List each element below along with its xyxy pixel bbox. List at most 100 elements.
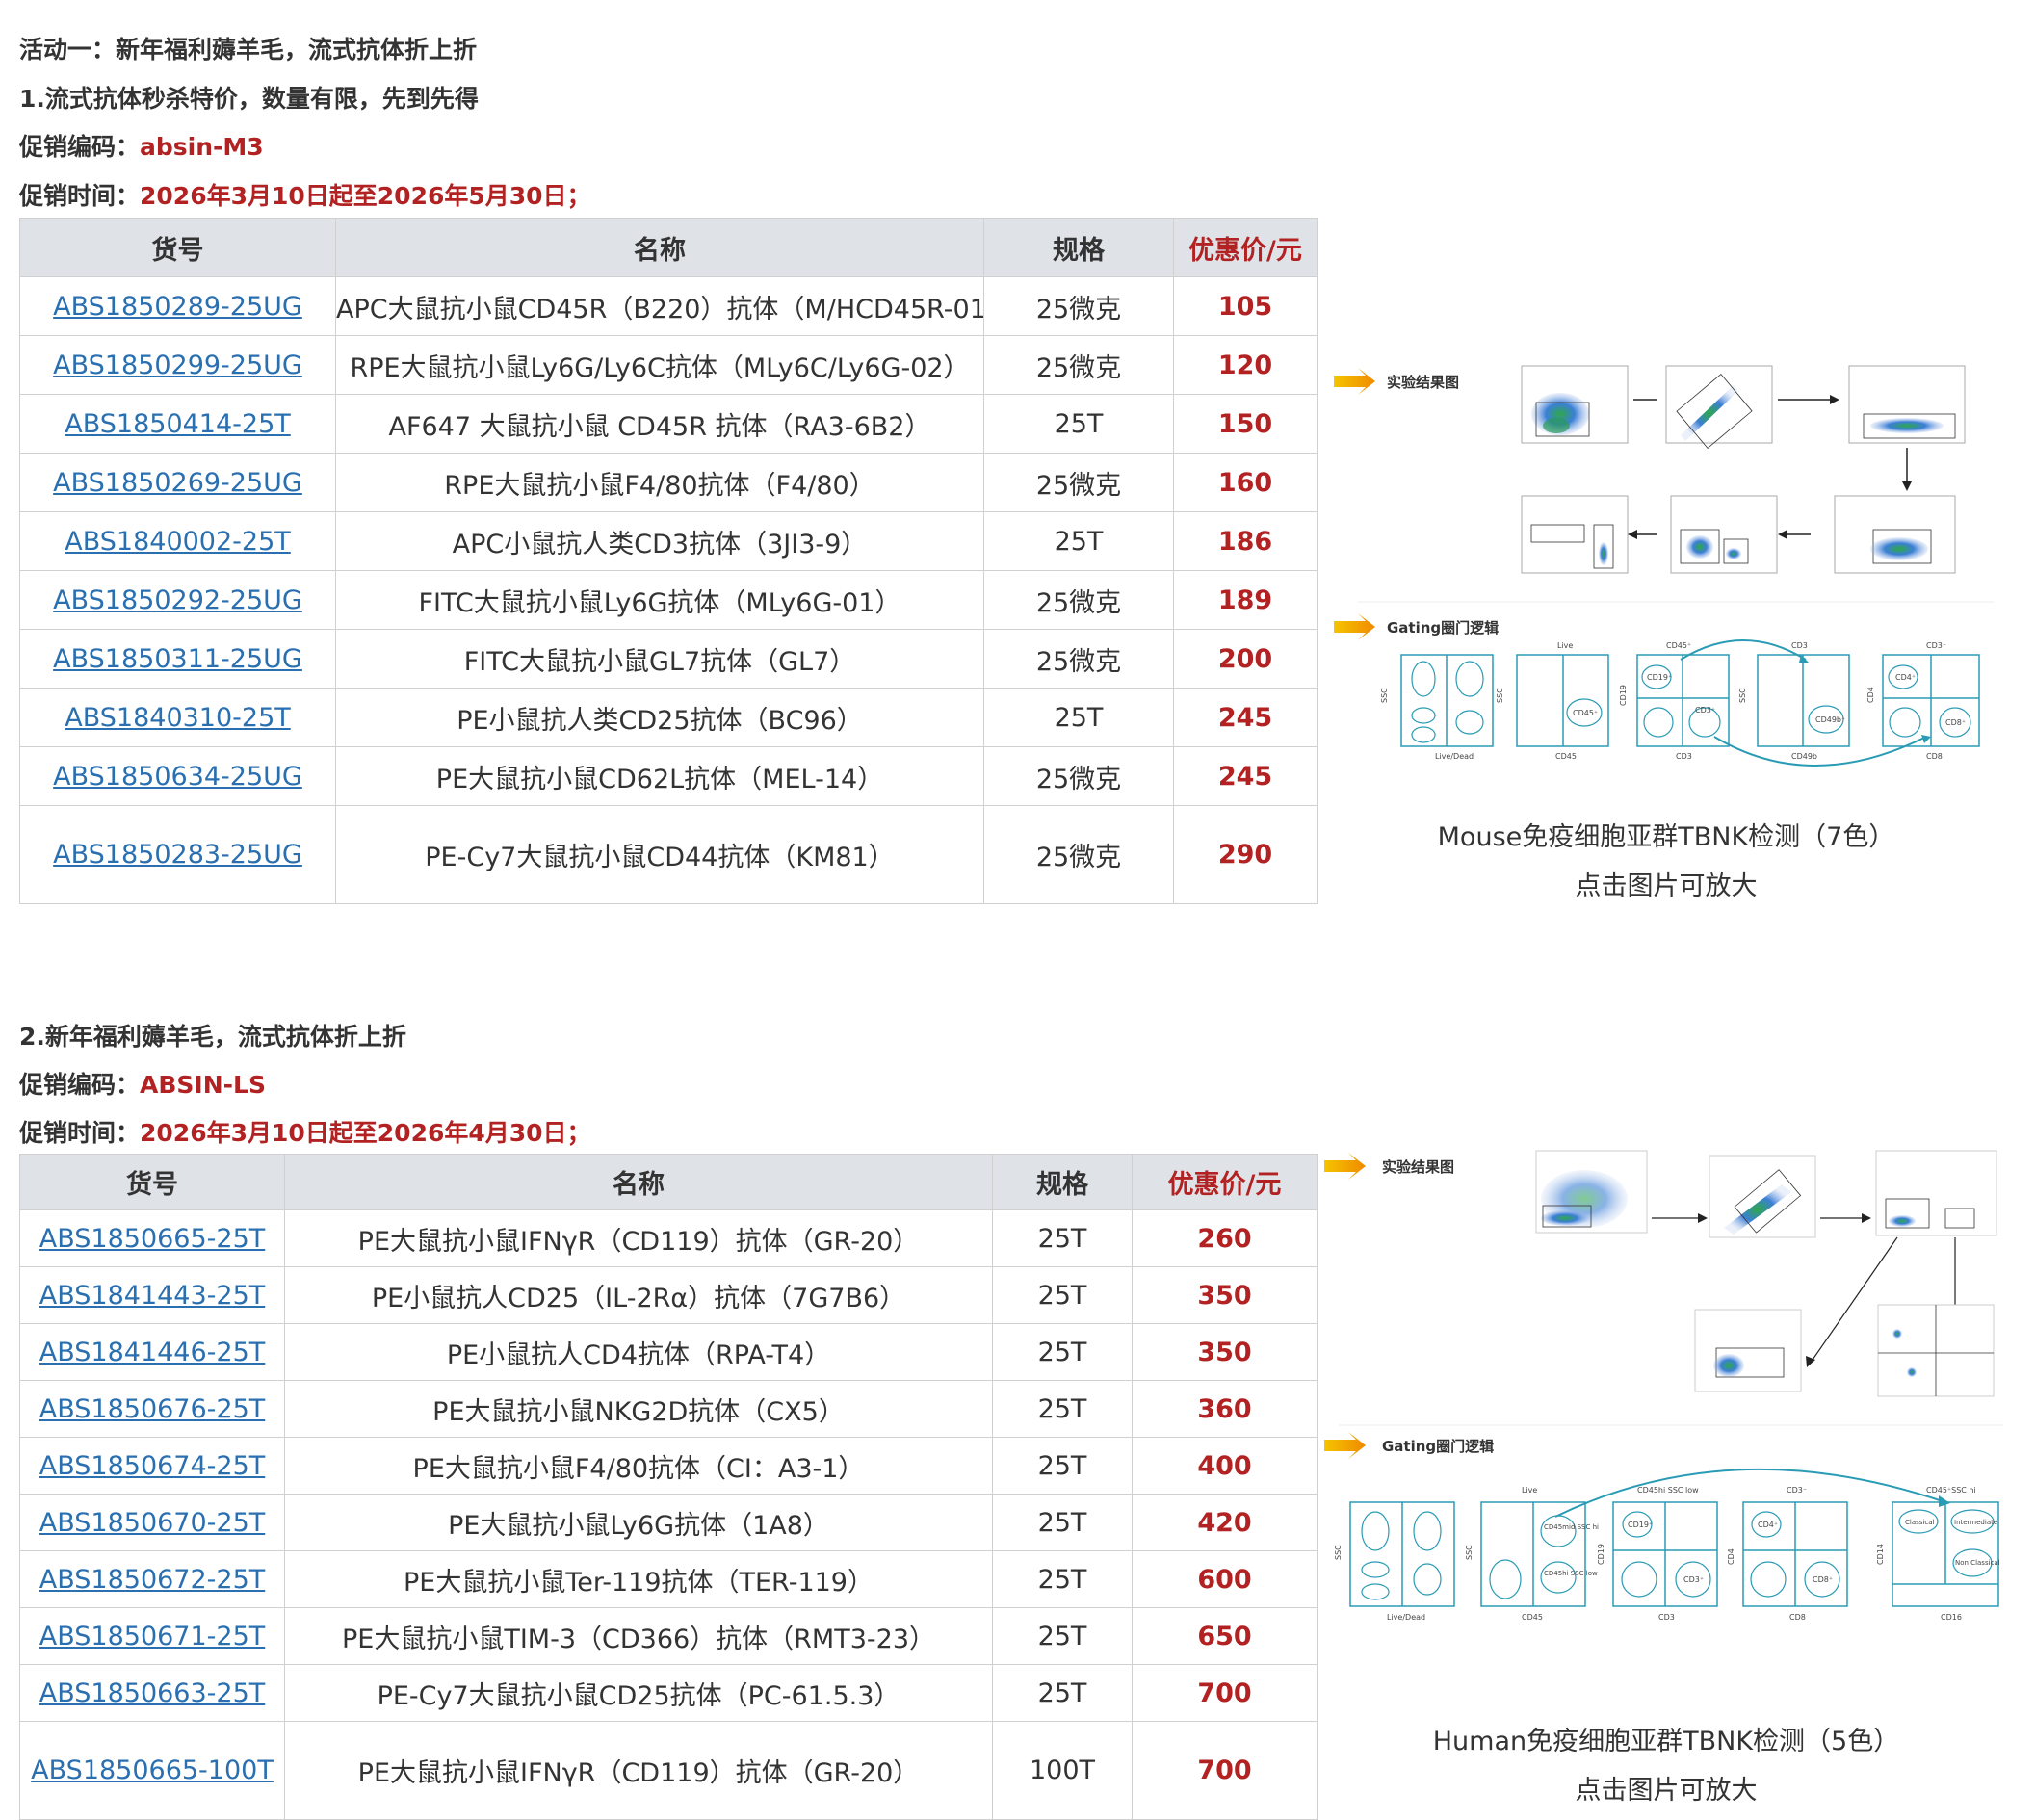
plot-5 bbox=[1670, 495, 1778, 574]
sku-cell[interactable]: ABS1850269-25UG bbox=[19, 453, 336, 512]
name-cell: PE大鼠抗小鼠Ter-119抗体（TER-119） bbox=[284, 1550, 993, 1608]
name-cell: RPE大鼠抗小鼠Ly6G/Ly6C抗体（MLy6C/Ly6G-02） bbox=[335, 335, 984, 395]
svg-text:CD19: CD19 bbox=[1619, 685, 1628, 706]
product-link[interactable]: ABS1850676-25T bbox=[39, 1393, 266, 1424]
sku-cell[interactable]: ABS1840310-25T bbox=[19, 688, 336, 747]
svg-text:CD45⁺SSC hi: CD45⁺SSC hi bbox=[1926, 1486, 1976, 1495]
promo-code-label: 促销编码： bbox=[19, 133, 141, 161]
header-price: 优惠价/元 bbox=[1132, 1154, 1318, 1210]
table-row: ABS1850671-25T PE大鼠抗小鼠TIM-3（CD366）抗体（RMT3… bbox=[19, 1607, 1318, 1665]
product-link[interactable]: ABS1850674-25T bbox=[39, 1450, 266, 1481]
product-link[interactable]: ABS1850299-25UG bbox=[53, 350, 302, 380]
product-link[interactable]: ABS1850665-100T bbox=[31, 1755, 274, 1785]
arrow-icon bbox=[1324, 1153, 1366, 1180]
product-link[interactable]: ABS1850269-25UG bbox=[53, 467, 302, 498]
product-link[interactable]: ABS1840002-25T bbox=[65, 526, 291, 557]
svg-text:CD45: CD45 bbox=[1522, 1613, 1543, 1622]
product-link[interactable]: ABS1850292-25UG bbox=[53, 585, 302, 615]
table-row: ABS1850283-25UG PE-Cy7大鼠抗小鼠CD44抗体（KM81） 25… bbox=[19, 805, 1318, 904]
product-link[interactable]: ABS1841446-25T bbox=[39, 1337, 266, 1367]
price-cell: 150 bbox=[1173, 394, 1318, 454]
header-spec: 规格 bbox=[983, 218, 1174, 277]
sku-cell[interactable]: ABS1850671-25T bbox=[19, 1607, 285, 1665]
price-cell: 350 bbox=[1132, 1323, 1318, 1381]
product-link[interactable]: ABS1850634-25UG bbox=[53, 761, 302, 792]
product-link[interactable]: ABS1850672-25T bbox=[39, 1564, 266, 1595]
gating-section: Gating圈门逻辑 SSC Live/Dead Live CD45⁺ SSC … bbox=[1334, 613, 1980, 767]
sku-cell[interactable]: ABS1841446-25T bbox=[19, 1323, 285, 1381]
product-link[interactable]: ABS1850283-25UG bbox=[53, 840, 302, 870]
sku-cell[interactable]: ABS1840002-25T bbox=[19, 511, 336, 571]
name-cell: RPE大鼠抗小鼠F4/80抗体（F4/80） bbox=[335, 453, 984, 512]
sku-cell[interactable]: ABS1850676-25T bbox=[19, 1380, 285, 1438]
name-cell: FITC大鼠抗小鼠GL7抗体（GL7） bbox=[335, 629, 984, 689]
sku-cell[interactable]: ABS1850665-100T bbox=[19, 1721, 285, 1820]
sku-cell[interactable]: ABS1850670-25T bbox=[19, 1494, 285, 1551]
plot-4 bbox=[1694, 1309, 1802, 1392]
svg-text:CD3⁻: CD3⁻ bbox=[1926, 641, 1946, 650]
price-cell: 186 bbox=[1173, 511, 1318, 571]
product-link[interactable]: ABS1850414-25T bbox=[65, 408, 291, 439]
plot-4 bbox=[1834, 495, 1956, 574]
name-cell: APC大鼠抗小鼠CD45R（B220）抗体（M/HCD45R-01） bbox=[335, 276, 984, 336]
price-cell: 650 bbox=[1132, 1607, 1318, 1665]
product-link[interactable]: ABS1850289-25UG bbox=[53, 291, 302, 322]
name-cell: PE大鼠抗小鼠TIM-3（CD366）抗体（RMT3-23） bbox=[284, 1607, 993, 1665]
sku-cell[interactable]: ABS1850634-25UG bbox=[19, 746, 336, 806]
sku-cell[interactable]: ABS1850665-25T bbox=[19, 1209, 285, 1267]
svg-text:实验结果图: 实验结果图 bbox=[1382, 1158, 1454, 1176]
table-row: ABS1841446-25T PE小鼠抗人CD4抗体（RPA-T4） 25T 350 bbox=[19, 1323, 1318, 1381]
table-row: ABS1840002-25T APC小鼠抗人类CD3抗体（3JI3-9） 25T 18… bbox=[19, 511, 1318, 571]
price-cell: 245 bbox=[1173, 746, 1318, 806]
name-cell: AF647 大鼠抗小鼠 CD45R 抗体（RA3-6B2） bbox=[335, 394, 984, 454]
sku-cell[interactable]: ABS1850311-25UG bbox=[19, 629, 336, 689]
table-row: ABS1850269-25UG RPE大鼠抗小鼠F4/80抗体（F4/80） 25微… bbox=[19, 453, 1318, 512]
table-row: ABS1840310-25T PE小鼠抗人类CD25抗体（BC96） 25T 245 bbox=[19, 688, 1318, 747]
plot-2 bbox=[1709, 1155, 1816, 1238]
svg-text:CD14: CD14 bbox=[1876, 1544, 1885, 1565]
spec-cell: 25T bbox=[992, 1266, 1133, 1324]
price-cell: 200 bbox=[1173, 629, 1318, 689]
product-link[interactable]: ABS1850670-25T bbox=[39, 1507, 266, 1538]
spec-cell: 25T bbox=[983, 511, 1174, 571]
product-link[interactable]: ABS1840310-25T bbox=[65, 702, 291, 733]
sku-cell[interactable]: ABS1841443-25T bbox=[19, 1266, 285, 1324]
svg-text:CD4: CD4 bbox=[1866, 687, 1875, 703]
price-cell: 700 bbox=[1132, 1664, 1318, 1722]
mouse-tbnk-figure[interactable]: 实验结果图 bbox=[1329, 356, 2003, 770]
promo-time-value: 2026年3月10日起至2026年4月30日； bbox=[140, 1119, 591, 1147]
sku-cell[interactable]: ABS1850299-25UG bbox=[19, 335, 336, 395]
svg-text:CD19⁺: CD19⁺ bbox=[1647, 673, 1672, 682]
spec-cell: 25T bbox=[992, 1494, 1133, 1551]
name-cell: PE大鼠抗小鼠IFNγR（CD119）抗体（GR-20） bbox=[284, 1721, 993, 1820]
spec-cell: 25T bbox=[983, 688, 1174, 747]
product-link[interactable]: ABS1850663-25T bbox=[39, 1677, 266, 1708]
sku-cell[interactable]: ABS1850289-25UG bbox=[19, 276, 336, 336]
sku-cell[interactable]: ABS1850292-25UG bbox=[19, 570, 336, 630]
product-link[interactable]: ABS1850665-25T bbox=[39, 1223, 266, 1254]
human-tbnk-figure[interactable]: 实验结果图 bbox=[1319, 1146, 2013, 1647]
svg-text:CD4: CD4 bbox=[1727, 1548, 1735, 1565]
table-row: ABS1850634-25UG PE大鼠抗小鼠CD62L抗体（MEL-14） 25微… bbox=[19, 746, 1318, 806]
spec-cell: 25T bbox=[983, 394, 1174, 454]
name-cell: FITC大鼠抗小鼠Ly6G抗体（MLy6G-01） bbox=[335, 570, 984, 630]
sku-cell[interactable]: ABS1850414-25T bbox=[19, 394, 336, 454]
svg-text:CD49b⁺: CD49b⁺ bbox=[1815, 715, 1845, 724]
svg-text:Intermediate: Intermediate bbox=[1954, 1519, 1997, 1526]
svg-text:Live: Live bbox=[1557, 641, 1573, 650]
product-link[interactable]: ABS1850671-25T bbox=[39, 1621, 266, 1651]
human-figure-zoom-hint[interactable]: 点击图片可放大 bbox=[1575, 1776, 1758, 1806]
sku-cell[interactable]: ABS1850283-25UG bbox=[19, 805, 336, 904]
mouse-figure-zoom-hint[interactable]: 点击图片可放大 bbox=[1575, 871, 1758, 901]
sku-cell[interactable]: ABS1850674-25T bbox=[19, 1437, 285, 1495]
product-link[interactable]: ABS1850311-25UG bbox=[53, 643, 302, 674]
product-link[interactable]: ABS1841443-25T bbox=[39, 1280, 266, 1311]
sku-cell[interactable]: ABS1850663-25T bbox=[19, 1664, 285, 1722]
price-cell: 260 bbox=[1132, 1209, 1318, 1267]
section1-promo-time: 促销时间：2026年3月10日起至2026年5月30日； bbox=[19, 177, 591, 212]
human-figure-caption: Human免疫细胞亚群TBNK检测（5色） bbox=[1432, 1727, 1900, 1756]
table-row: ABS1850676-25T PE大鼠抗小鼠NKG2D抗体（CX5） 25T 360 bbox=[19, 1380, 1318, 1438]
header-name: 名称 bbox=[284, 1154, 993, 1210]
sku-cell[interactable]: ABS1850672-25T bbox=[19, 1550, 285, 1608]
section1-product-table: 货号 名称 规格 优惠价/元 ABS1850289-25UG APC大鼠抗小鼠CD… bbox=[19, 218, 1318, 904]
